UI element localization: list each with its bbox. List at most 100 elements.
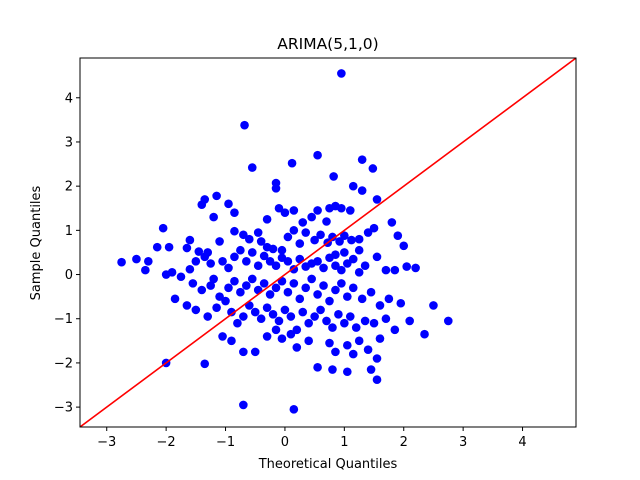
data-point (381, 265, 391, 275)
y-tick-label: 4 (65, 91, 73, 106)
data-point (271, 283, 281, 293)
data-point (387, 218, 397, 227)
data-point (271, 184, 281, 193)
data-point (372, 354, 382, 363)
data-point (313, 256, 322, 266)
x-axis-label: Theoretical Quantiles (258, 457, 398, 472)
data-point (399, 241, 409, 251)
data-point (298, 218, 308, 227)
data-point (250, 347, 260, 357)
data-point (215, 237, 224, 246)
data-point (239, 230, 248, 240)
data-point (313, 150, 322, 160)
data-point (215, 292, 224, 301)
data-point (310, 235, 319, 245)
data-point (209, 274, 218, 284)
data-point (366, 287, 376, 297)
data-point (360, 316, 370, 326)
data-point (325, 338, 334, 348)
data-point (271, 325, 281, 335)
data-point (357, 155, 367, 164)
data-point (240, 120, 249, 130)
y-tick-label: −2 (54, 356, 73, 371)
data-point (224, 263, 233, 273)
data-point (206, 259, 215, 268)
y-axis-ticks: −3 −2 −1 0 1 2 3 4 (54, 91, 80, 416)
x-tick-label: 0 (281, 435, 289, 450)
data-point (304, 318, 313, 328)
data-point (289, 226, 299, 235)
data-point (343, 340, 352, 350)
data-point (277, 245, 287, 255)
y-axis-label: Sample Quantiles (29, 185, 44, 300)
y-tick-label: −3 (54, 401, 73, 416)
y-tick-label: −1 (54, 312, 73, 327)
data-point (292, 343, 302, 352)
data-point (420, 329, 429, 339)
data-point (337, 69, 346, 78)
data-point (268, 310, 278, 319)
data-point (343, 292, 352, 301)
data-point (224, 199, 233, 209)
data-point (393, 231, 403, 240)
data-point (343, 367, 352, 377)
data-point (230, 252, 239, 262)
data-point (289, 206, 299, 215)
data-point (347, 235, 356, 245)
data-point (283, 256, 293, 266)
data-point (212, 303, 221, 312)
data-point (236, 245, 245, 255)
y-tick-label: 0 (65, 268, 73, 283)
data-point (390, 265, 400, 275)
data-point (283, 232, 293, 242)
data-point (265, 290, 275, 299)
data-point (289, 279, 299, 288)
x-axis-ticks: −3 −2 −1 0 1 2 3 4 (97, 427, 527, 450)
data-point (357, 186, 367, 195)
data-point (372, 252, 382, 262)
data-point (313, 290, 322, 299)
data-point (274, 203, 284, 213)
data-point (354, 234, 364, 244)
data-point (141, 265, 150, 275)
data-point (381, 314, 391, 324)
data-point (259, 279, 269, 288)
data-point (289, 405, 299, 414)
data-point (212, 191, 221, 201)
chart-title: ARIMA(5,1,0) (277, 35, 378, 53)
reference-line (80, 58, 576, 427)
data-point (322, 217, 331, 226)
data-point (340, 248, 349, 257)
data-point (390, 325, 400, 335)
data-point (209, 212, 218, 222)
data-point (322, 316, 331, 326)
data-point (203, 312, 213, 321)
data-point (191, 256, 201, 266)
data-point (262, 215, 272, 224)
data-point (354, 245, 364, 255)
data-point (144, 256, 153, 266)
data-point (354, 268, 364, 277)
data-point (253, 228, 263, 237)
x-tick-label: 4 (518, 435, 526, 450)
data-point (286, 312, 296, 321)
data-point (348, 283, 358, 293)
data-point (316, 230, 325, 240)
data-point (328, 232, 337, 242)
data-point (206, 281, 215, 290)
data-point (218, 256, 227, 266)
data-point (329, 172, 338, 181)
data-point (340, 231, 349, 240)
data-point (310, 312, 319, 321)
data-point (357, 294, 367, 304)
data-point (360, 261, 370, 271)
data-point (348, 254, 358, 264)
data-point (348, 349, 358, 359)
data-point (194, 247, 204, 256)
data-point (197, 285, 207, 295)
data-point (132, 254, 141, 264)
data-point (319, 263, 328, 273)
data-point (287, 158, 297, 168)
data-point (304, 336, 313, 346)
